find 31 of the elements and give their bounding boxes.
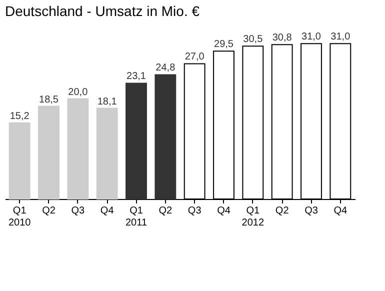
x-tick-label: Q1 2012 [242,206,264,228]
data-label: 29,5 [214,39,234,50]
data-label: 27,0 [184,52,205,63]
data-label: 30,5 [243,34,264,46]
x-tick-label: Q3 [71,206,86,216]
x-tick-label: Q4 [334,206,348,216]
bar [38,106,60,200]
data-label: 30,8 [272,32,292,44]
data-label: 18,5 [39,94,59,106]
chart-title: Deutschland - Umsatz in Mio. € [5,3,200,19]
x-tick-label: Q3 [304,206,318,216]
bar [126,82,147,200]
x-tick-label: Q4 [217,206,231,216]
x-tick-label: Q2 [158,206,173,216]
x-tick-label: Q4 [100,206,114,216]
x-tick-label: Q2 [42,206,56,216]
bar [67,98,89,200]
data-label: 24,8 [156,62,176,74]
x-tick-label: Q3 [188,206,202,216]
data-label: 23,1 [126,71,146,82]
bar [8,122,30,200]
x-tick-label: Q2 [275,206,290,216]
x-tick-label: Q1 2011 [125,206,148,228]
data-label: 31,0 [302,32,322,43]
bar [154,74,176,200]
data-label: 20,0 [68,86,88,98]
data-label: 18,1 [97,96,118,108]
bar [96,108,118,200]
data-label: 31,0 [330,32,351,43]
x-tick-label: Q1 2010 [8,206,32,228]
data-label: 15,2 [10,110,30,122]
